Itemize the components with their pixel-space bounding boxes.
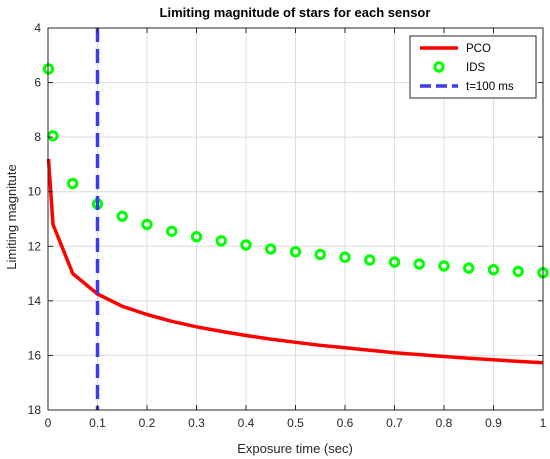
series-ids-point: [413, 258, 425, 270]
y-tick-label: 4: [34, 21, 41, 35]
y-tick-label: 16: [28, 348, 42, 362]
series-ids-point: [512, 265, 524, 278]
x-tick-label: 0.3: [188, 416, 205, 430]
y-tick-label: 12: [28, 239, 42, 253]
chart-title: Limiting magnitude of stars for each sen…: [160, 5, 431, 20]
series-ids-point: [314, 248, 326, 261]
x-tick-label: 0.6: [337, 416, 354, 430]
series-pco-line: [46, 158, 544, 365]
legend-entry-label: PCO: [466, 43, 491, 55]
series-ids-point: [438, 260, 450, 272]
series-ids-point: [265, 243, 277, 255]
series-ids-point: [141, 218, 153, 231]
series-ids-point: [215, 235, 227, 247]
series-ids-point: [339, 251, 351, 263]
x-tick-label: 0.2: [139, 416, 156, 430]
x-tick-label: 0.8: [436, 416, 453, 430]
x-tick-label: 0.1: [89, 416, 106, 430]
series-ids-point: [190, 231, 203, 243]
series-ids-point: [240, 239, 252, 251]
legend: PCO IDS t=100 ms: [409, 35, 537, 99]
series-ids-point: [388, 256, 401, 268]
series-ids-point: [364, 254, 376, 266]
ticks: 0 0.1 0.2 0.3 0.4 0.5 0.6 0.7 0.8 0.9 146810121416…: [28, 21, 547, 430]
y-tick-label: 6: [34, 76, 41, 90]
x-tick-label: 0.7: [386, 416, 403, 430]
legend-entry-label: IDS: [466, 62, 486, 74]
x-axis-label: Exposure time (sec): [237, 441, 353, 456]
x-tick-label: 0.4: [238, 416, 255, 430]
series-ids-point: [487, 264, 500, 276]
x-tick-label: 0.9: [485, 416, 502, 430]
series-layer: [42, 28, 549, 410]
series-ids-point: [67, 177, 79, 190]
x-tick-label: 0.5: [287, 416, 304, 430]
x-tick-label: 0: [45, 416, 52, 430]
legend-entry-label: t=100 ms: [466, 81, 514, 93]
series-ids-point: [166, 225, 178, 237]
legend-ids-swatch: [433, 61, 445, 73]
x-tick-label: 1: [540, 416, 547, 430]
y-tick-label: 18: [28, 403, 42, 417]
series-ids-point: [289, 246, 302, 258]
series-ids-point: [116, 210, 128, 222]
y-tick-label: 8: [34, 130, 41, 144]
y-tick-label: 10: [28, 185, 42, 199]
series-ids-point: [47, 130, 59, 142]
y-axis-label: Limiting magnitute: [4, 164, 19, 270]
y-tick-label: 14: [28, 294, 42, 308]
series-ids-point: [463, 262, 475, 274]
